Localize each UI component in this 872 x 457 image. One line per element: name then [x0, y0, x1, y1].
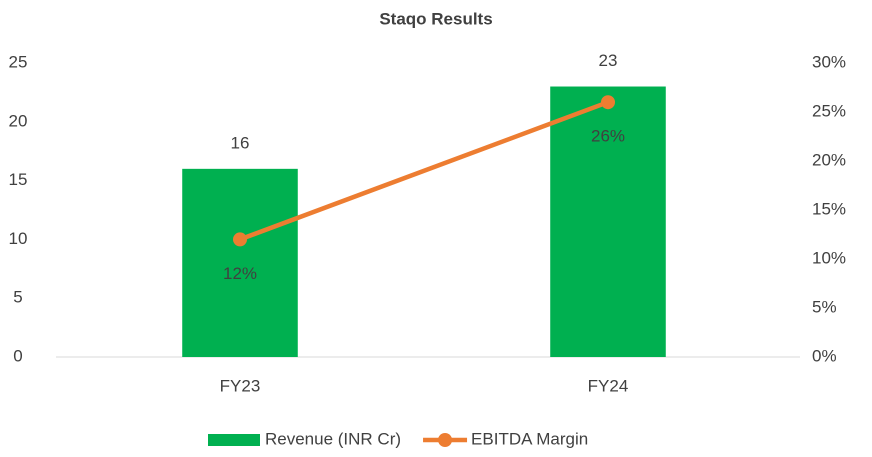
y2-tick-label: 15% — [812, 199, 846, 218]
line-point — [233, 232, 247, 247]
x-tick-label: FY23 — [220, 376, 261, 395]
y2-tick-label: 10% — [812, 248, 846, 267]
legend-label: EBITDA Margin — [471, 429, 588, 448]
y-tick-label: 0 — [13, 346, 22, 365]
y-tick-label: 10 — [9, 229, 28, 248]
line-value-label: 26% — [591, 127, 625, 146]
y2-tick-label: 30% — [812, 52, 846, 71]
bar-value-label: 16 — [231, 133, 250, 152]
legend-swatch-dot — [438, 433, 453, 447]
bar — [550, 86, 666, 358]
y-tick-label: 25 — [9, 52, 28, 71]
y-tick-label: 15 — [9, 170, 28, 189]
bar — [182, 168, 298, 357]
y-tick-label: 20 — [9, 111, 28, 130]
line-point — [601, 95, 615, 110]
y2-tick-label: 5% — [812, 297, 837, 316]
y2-tick-label: 0% — [812, 346, 837, 365]
line-value-label: 12% — [223, 264, 257, 283]
legend-swatch — [208, 434, 260, 446]
line — [237, 99, 611, 242]
y2-tick-label: 25% — [812, 101, 846, 120]
x-tick-label: FY24 — [588, 376, 629, 395]
chart-title: Staqo Results — [379, 9, 492, 28]
bar-value-label: 23 — [599, 51, 618, 70]
y-tick-label: 5 — [13, 288, 22, 307]
y2-tick-label: 20% — [812, 150, 846, 169]
legend-label: Revenue (INR Cr) — [265, 429, 401, 448]
